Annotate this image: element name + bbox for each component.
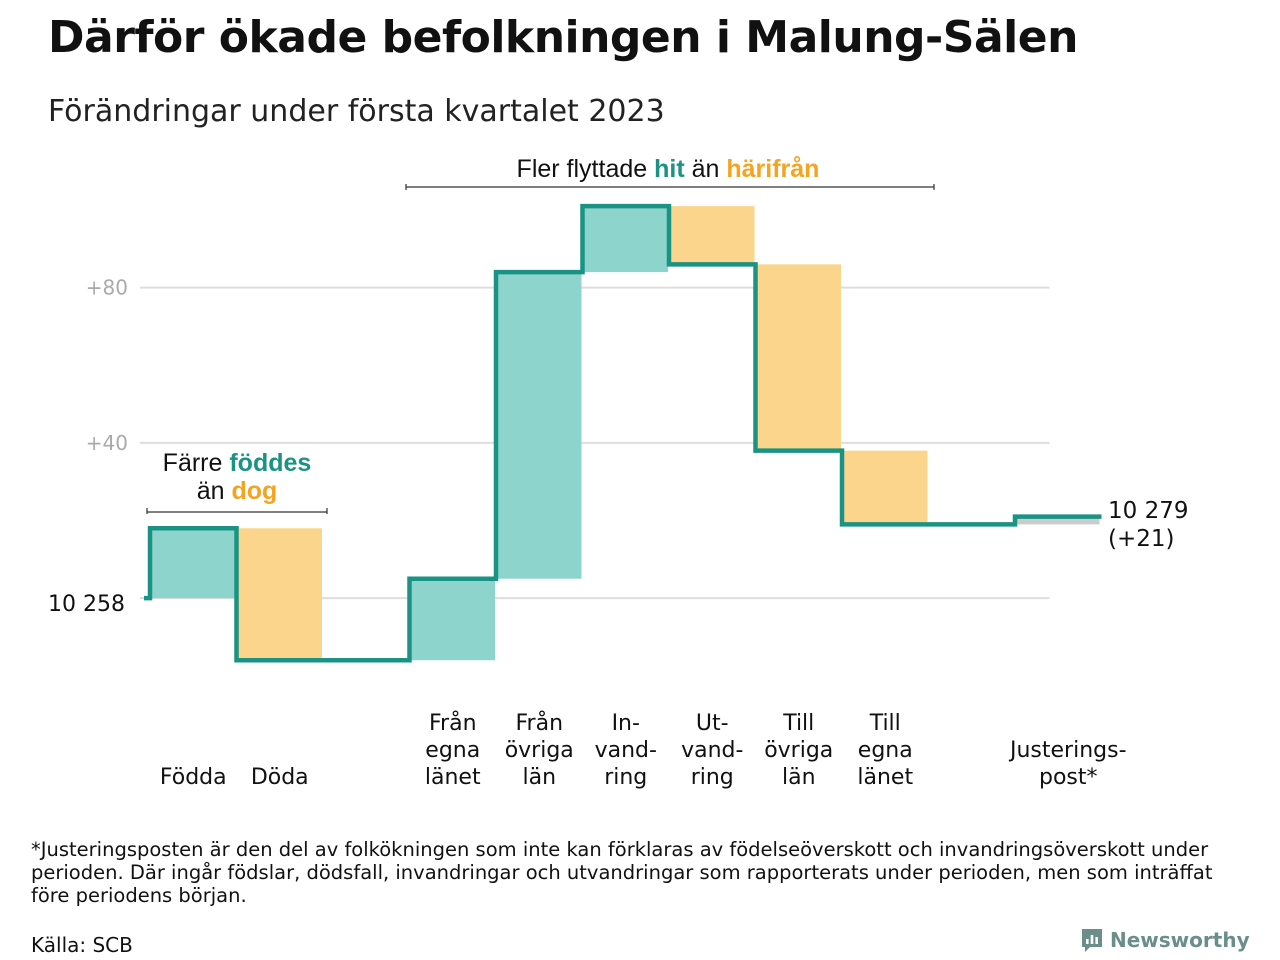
category-label: egna (425, 738, 480, 763)
category-label: Från (515, 710, 563, 736)
category-label: länet (857, 765, 913, 790)
category-label: ring (691, 765, 734, 790)
cumulative-step-line-path (144, 203, 1102, 663)
category-label: ring (604, 765, 647, 790)
end-change-label: (+21) (1108, 526, 1174, 552)
waterfall-bar (151, 528, 236, 599)
category-label: Från (429, 710, 477, 736)
footnote: *Justeringsposten är den del av folkökni… (31, 838, 1213, 907)
brand-name: Newsworthy (1110, 928, 1250, 952)
migration-annotation-text: Fler flyttade hit än härifrån (517, 155, 820, 183)
cumulative-step-line (144, 203, 1102, 663)
migration-annotation-bracket (405, 184, 935, 190)
start-value-label: 10 258 (48, 592, 125, 617)
waterfall-bar (410, 578, 495, 661)
migration-annotation: Fler flyttade hit än härifrån (405, 155, 935, 190)
category-label: post* (1039, 765, 1098, 790)
waterfall-bar (843, 450, 928, 525)
category-label: Till (869, 711, 901, 736)
waterfall-bar (237, 528, 322, 661)
category-label: övriga (505, 738, 574, 763)
category-label: vand- (681, 738, 743, 763)
y-axis-ticks: +40 +80 (86, 276, 128, 455)
category-label: Justerings- (1008, 738, 1127, 763)
chart-title: Därför ökade befolkningen i Malung-Sälen (48, 12, 1078, 63)
births-annotation-line2: än dog (197, 477, 278, 505)
bars (151, 206, 1100, 661)
y-tick-label: +40 (86, 431, 128, 455)
category-label: In- (612, 711, 640, 736)
waterfall-bar (583, 206, 668, 273)
category-label: Till (782, 711, 814, 736)
newsworthy-logo[interactable]: Newsworthy (1080, 927, 1250, 953)
y-tick-label: +80 (86, 276, 128, 300)
category-label: län (522, 765, 556, 790)
category-label: länet (425, 765, 481, 790)
births-annotation-line1: Färre föddes (163, 449, 312, 477)
category-labels: Födda DödaFrånegnalänetFrånövrigalänIn-va… (160, 710, 1127, 790)
births-deaths-annotation: Färre föddes än dog (146, 449, 328, 514)
newsworthy-logo-icon (1082, 929, 1102, 952)
category-label: Döda (251, 765, 309, 790)
category-label: Födda (160, 765, 227, 790)
category-label: övriga (764, 738, 833, 763)
category-label: län (782, 765, 816, 790)
waterfall-chart: +40+80 Födda DödaFrånegnalänetFrånövrigal… (48, 155, 1188, 790)
waterfall-bar (670, 206, 755, 265)
category-label: egna (858, 738, 913, 763)
births-annotation-bracket (146, 508, 328, 514)
category-label: Ut- (696, 711, 729, 736)
category-label: vand- (595, 738, 657, 763)
waterfall-bar (756, 264, 841, 451)
end-value-label: 10 279 (1108, 498, 1188, 524)
source-label: Källa: SCB (31, 933, 133, 957)
waterfall-bar (497, 272, 582, 579)
chart-subtitle: Förändringar under första kvartalet 2023 (48, 94, 665, 129)
waterfall-bar (1017, 516, 1100, 525)
